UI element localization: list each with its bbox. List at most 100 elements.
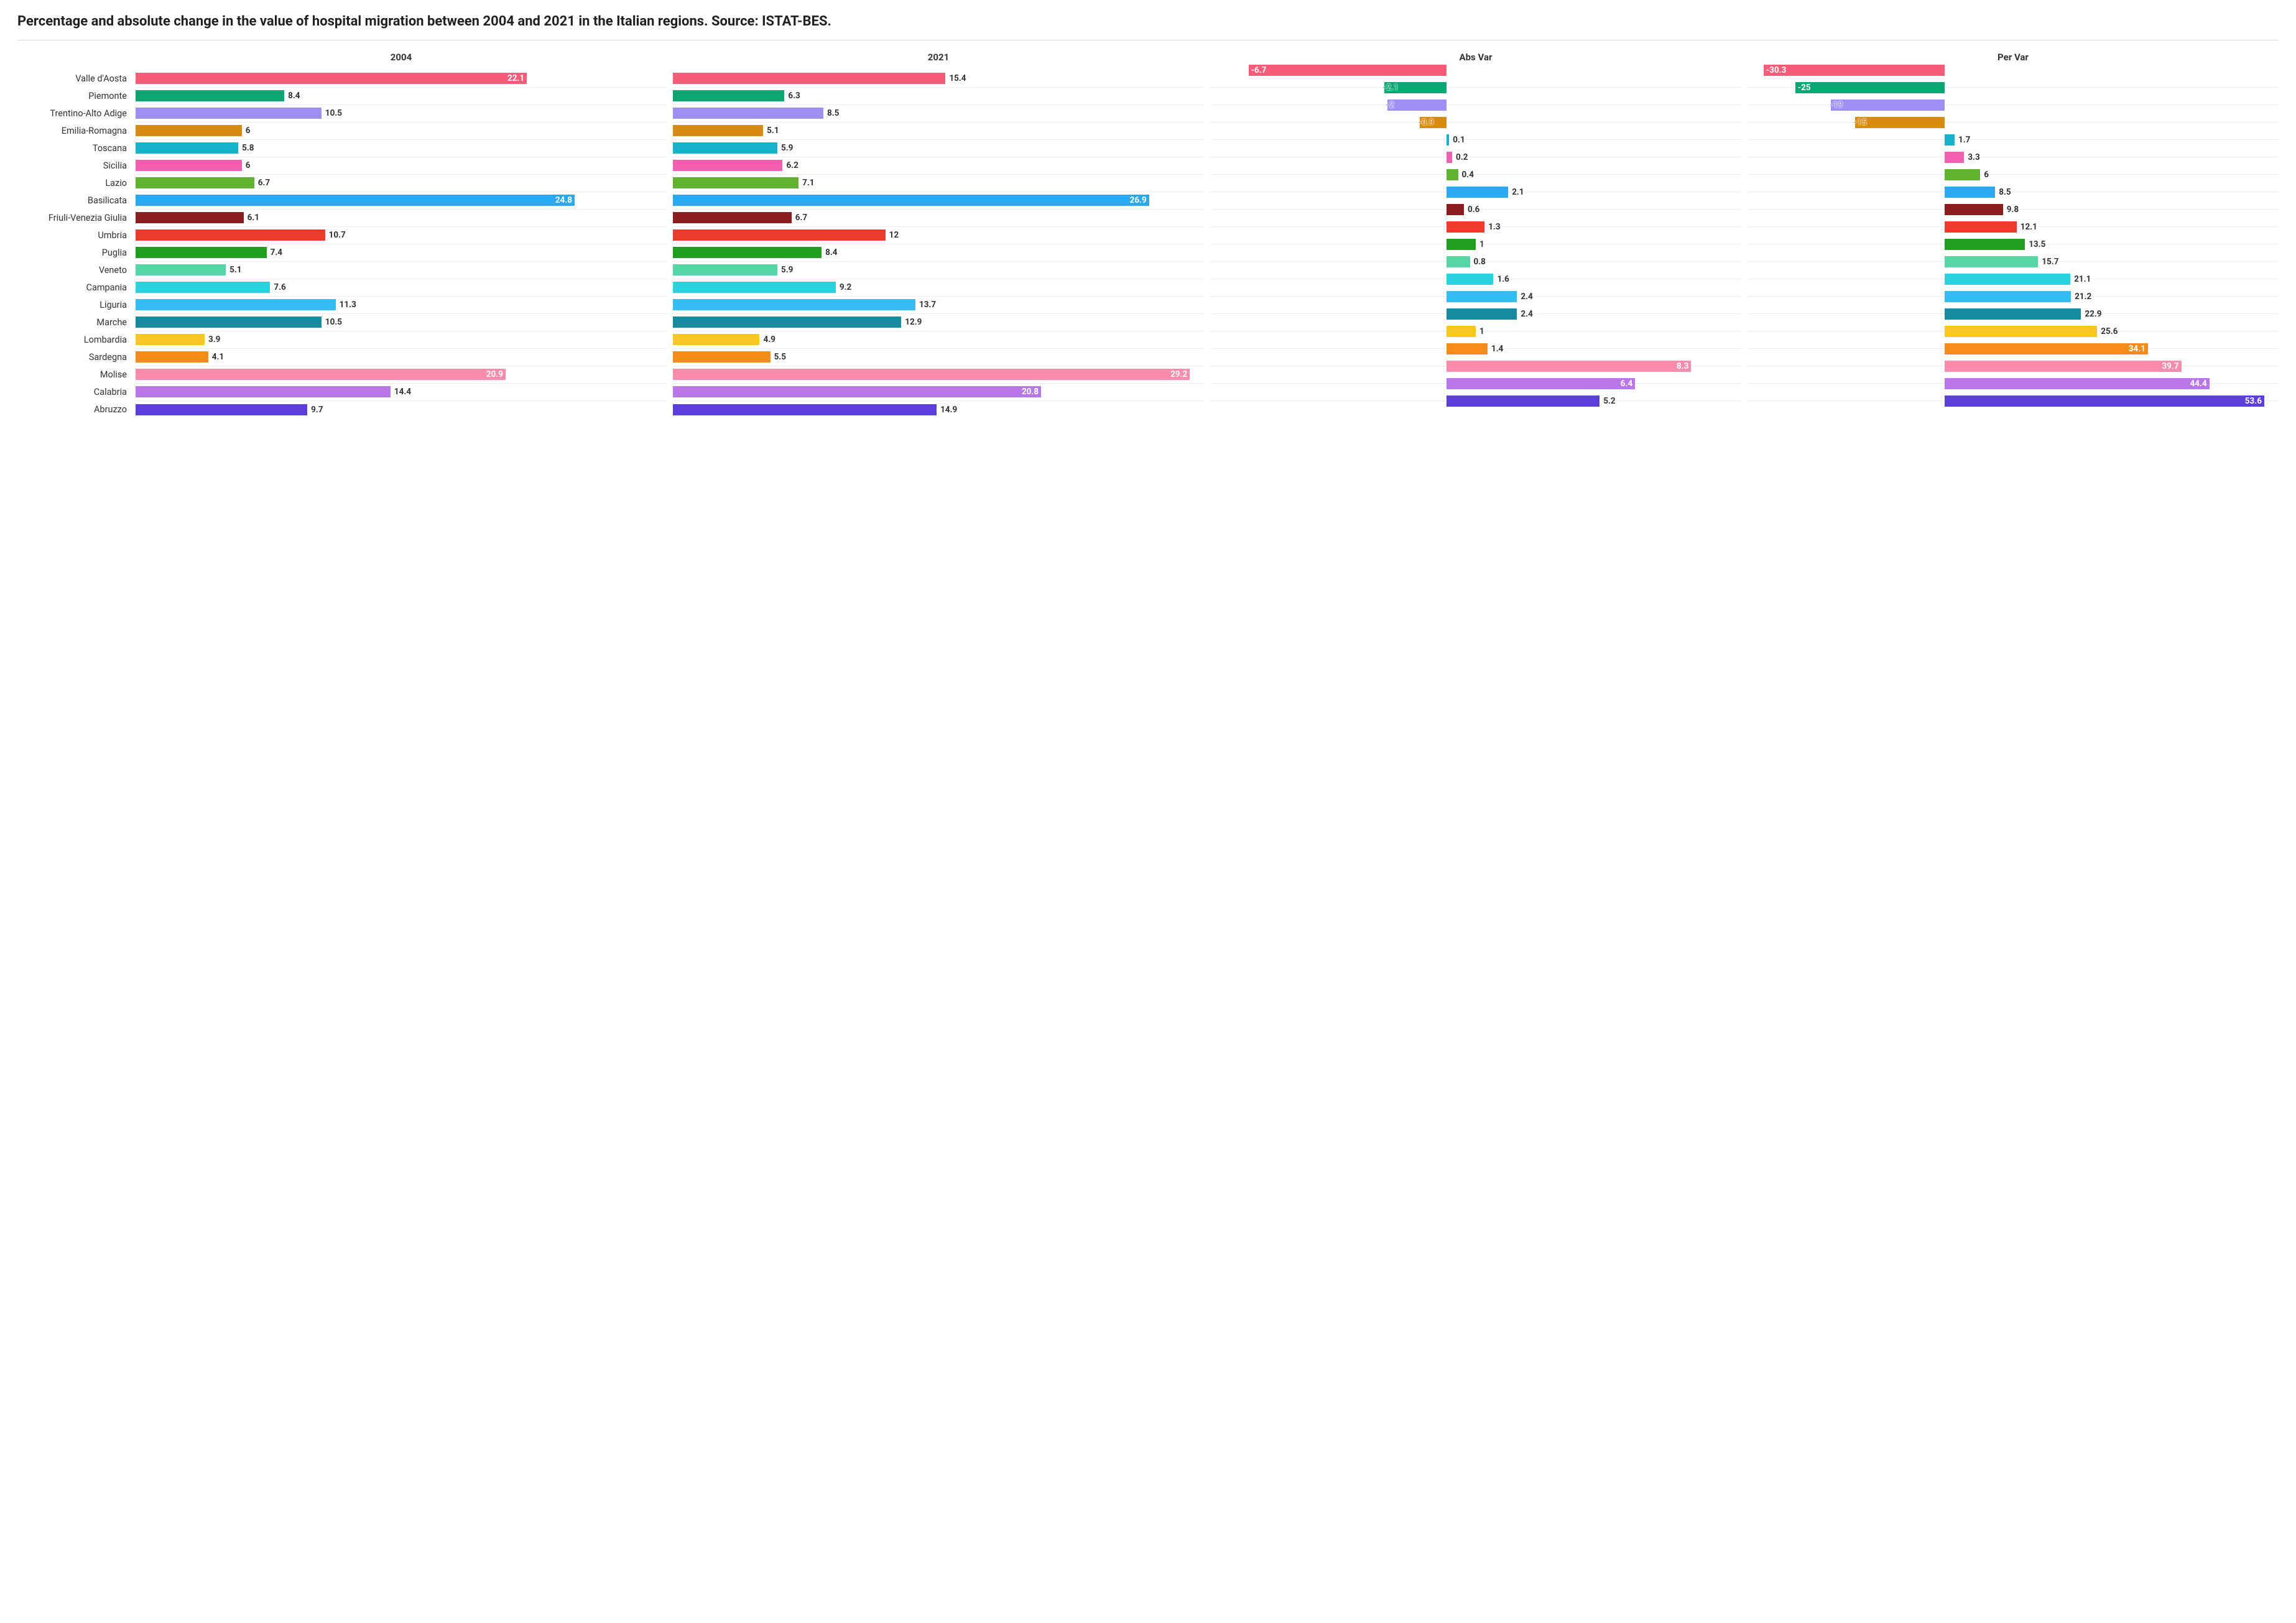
bar bbox=[1945, 221, 2017, 233]
bar bbox=[673, 404, 937, 415]
bar bbox=[1945, 291, 2071, 302]
bar bbox=[136, 404, 307, 415]
bar-value: -25 bbox=[1798, 83, 1811, 93]
bar-row: 5.1 bbox=[136, 262, 667, 279]
panel-pervar: Per Var-30.3-25-19-151.73.368.59.812.113… bbox=[1747, 52, 2279, 418]
bar-row: 9.2 bbox=[673, 279, 1204, 297]
bar-value: 10.7 bbox=[325, 230, 346, 240]
bar-track: 10.5 bbox=[136, 105, 667, 122]
bar-value: -6.7 bbox=[1251, 65, 1267, 75]
region-label: Friuli-Venezia Giulia bbox=[17, 210, 136, 227]
bar-value: 5.8 bbox=[238, 143, 254, 153]
bar bbox=[1855, 117, 1945, 128]
bar-track: 20.9 bbox=[136, 366, 667, 383]
bar-row: -19 bbox=[1747, 105, 2279, 123]
bar bbox=[673, 73, 945, 84]
bar-track: 5.8 bbox=[136, 140, 667, 157]
bar bbox=[673, 334, 759, 345]
bar-track: 14.4 bbox=[136, 384, 667, 400]
bar-value: 15.4 bbox=[945, 73, 966, 83]
bar: 44.4 bbox=[1945, 378, 2210, 389]
panel-header: 2004 bbox=[136, 52, 667, 70]
bar-row: 8.4 bbox=[136, 88, 667, 105]
bar-value: 6 bbox=[242, 126, 251, 136]
bar-track: 7.6 bbox=[136, 279, 667, 296]
bar-row: 7.4 bbox=[136, 244, 667, 262]
bar-value: 1.4 bbox=[1491, 344, 1503, 354]
bar bbox=[1945, 169, 1981, 180]
bar bbox=[136, 247, 267, 258]
bar-track: 10.7 bbox=[136, 227, 667, 244]
bar bbox=[1447, 291, 1517, 302]
bar bbox=[1945, 308, 2081, 320]
bar-value: 1 bbox=[1479, 326, 1484, 336]
bar-value: 5.5 bbox=[771, 352, 786, 362]
bar-row: -0.9 bbox=[1210, 123, 1741, 140]
bar-value: 9.8 bbox=[2007, 205, 2019, 215]
bar-value: 6.3 bbox=[784, 91, 800, 101]
bar-value: 21.2 bbox=[2075, 292, 2091, 302]
bar-value: 2.4 bbox=[1521, 292, 1532, 302]
bar-row: -6.7 bbox=[1210, 70, 1741, 88]
bar-track: 6.3 bbox=[673, 88, 1204, 104]
chart-container: Valle d'AostaPiemonteTrentino-Alto Adige… bbox=[17, 52, 2279, 418]
bar-row: -25 bbox=[1747, 88, 2279, 105]
bar-track: 29.2 bbox=[673, 366, 1204, 383]
region-label: Valle d'Aosta bbox=[17, 70, 136, 88]
bar bbox=[1945, 239, 2025, 250]
bar-value: 5.9 bbox=[777, 265, 793, 275]
bar: 6.4 bbox=[1447, 378, 1636, 389]
bar: -25 bbox=[1795, 82, 1945, 93]
bar bbox=[136, 334, 205, 345]
bar-value: 12.9 bbox=[901, 317, 922, 327]
bar-row: 4.9 bbox=[673, 331, 1204, 349]
bar bbox=[136, 264, 226, 275]
bar-value: 13.7 bbox=[915, 300, 936, 310]
bar-track: 7.4 bbox=[136, 244, 667, 261]
bar: -6.7 bbox=[1249, 65, 1447, 76]
bar-value: 21.1 bbox=[2074, 274, 2091, 284]
bar-value: 12.1 bbox=[2021, 222, 2037, 232]
region-label: Lazio bbox=[17, 175, 136, 192]
bar: 24.8 bbox=[136, 195, 575, 206]
bar bbox=[1945, 134, 1955, 146]
bar-value: 25.6 bbox=[2101, 326, 2118, 336]
bar-row: 15.4 bbox=[673, 70, 1204, 88]
chart-title: Percentage and absolute change in the va… bbox=[17, 12, 2279, 31]
bar-row: 2.4 bbox=[1210, 314, 1741, 331]
bar-row: 29.2 bbox=[673, 366, 1204, 384]
bar-value: 39.7 bbox=[2162, 361, 2178, 371]
bar-value: 6.2 bbox=[782, 160, 798, 170]
bar-value: 11.3 bbox=[336, 300, 356, 310]
bar-value: 14.9 bbox=[937, 405, 957, 415]
bar-value: 8.5 bbox=[823, 108, 839, 118]
bar-track: 5.9 bbox=[673, 140, 1204, 157]
bar-track: 6.7 bbox=[136, 175, 667, 192]
bar-row: 24.8 bbox=[136, 192, 667, 210]
bar-value: 2.1 bbox=[1512, 187, 1524, 197]
bar-value: 13.5 bbox=[2029, 239, 2045, 249]
bar-value: 7.4 bbox=[267, 247, 282, 257]
bar bbox=[136, 212, 244, 223]
bar-value: 0.4 bbox=[1462, 170, 1474, 180]
region-labels-column: Valle d'AostaPiemonteTrentino-Alto Adige… bbox=[17, 52, 136, 418]
bar bbox=[1447, 326, 1476, 337]
bar-value: 4.1 bbox=[208, 352, 224, 362]
bar-track: 22.1 bbox=[136, 70, 667, 87]
bar-track: 3.9 bbox=[136, 331, 667, 348]
bar bbox=[1447, 134, 1450, 146]
bar-value: 24.8 bbox=[555, 195, 572, 205]
bar bbox=[1447, 221, 1485, 233]
bar-row: -2.1 bbox=[1210, 88, 1741, 105]
bar-row: 53.6 bbox=[1747, 401, 2279, 418]
region-label: Veneto bbox=[17, 262, 136, 279]
bar-row: 11.3 bbox=[136, 297, 667, 314]
bar-row: 9.7 bbox=[136, 401, 667, 418]
bar bbox=[1945, 256, 2039, 267]
bar-row: 5.9 bbox=[673, 262, 1204, 279]
panel-rows: -6.7-2.1-2-0.90.10.20.42.10.61.310.81.62… bbox=[1210, 70, 1741, 418]
region-label: Sardegna bbox=[17, 349, 136, 366]
bar bbox=[673, 282, 836, 293]
bar: 26.9 bbox=[673, 195, 1149, 206]
bar-track: 5.1 bbox=[673, 123, 1204, 139]
